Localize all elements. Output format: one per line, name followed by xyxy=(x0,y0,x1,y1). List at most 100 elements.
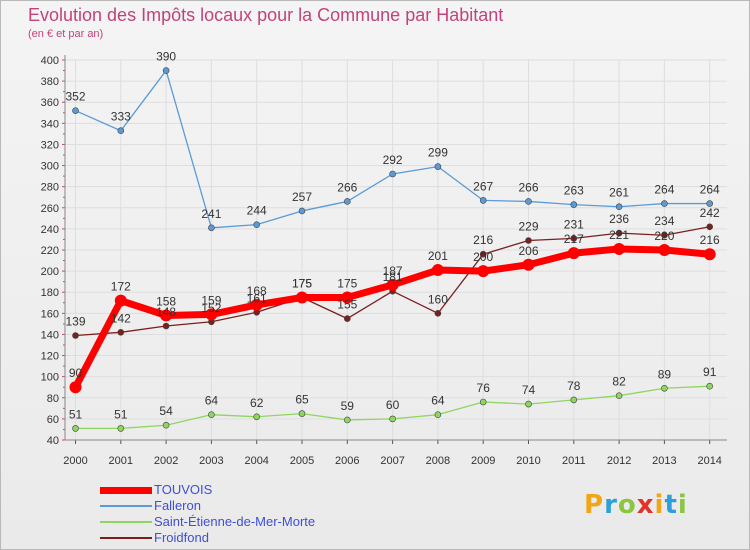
data-point-touvois xyxy=(613,242,626,255)
data-label-touvois: 217 xyxy=(564,232,584,246)
data-point-saint-etienne-de-mer-morte xyxy=(570,396,578,404)
data-point-touvois xyxy=(341,291,354,304)
data-label-falleron: 292 xyxy=(383,153,403,167)
data-label-falleron: 352 xyxy=(65,90,85,104)
data-point-touvois xyxy=(386,278,399,291)
data-point-falleron xyxy=(615,203,623,211)
data-point-falleron xyxy=(117,127,125,135)
data-point-saint-etienne-de-mer-morte xyxy=(208,411,215,418)
logo-letter: i xyxy=(654,490,665,520)
series-group xyxy=(69,67,716,432)
data-label-saint-etienne-de-mer-morte: 59 xyxy=(341,399,355,413)
data-label-froidfond: 236 xyxy=(609,212,629,226)
data-label-touvois: 201 xyxy=(428,249,448,263)
y-tick-label: 260 xyxy=(41,203,59,215)
data-point-touvois xyxy=(567,247,580,260)
x-tick-label: 2002 xyxy=(154,455,178,467)
y-tick-label: 300 xyxy=(41,161,59,173)
proxiti-logo: Proxiti xyxy=(584,490,688,520)
data-point-saint-etienne-de-mer-morte xyxy=(389,415,396,423)
legend-swatch xyxy=(100,521,152,523)
legend-swatch xyxy=(100,487,152,494)
data-label-saint-etienne-de-mer-morte: 64 xyxy=(205,394,219,408)
y-tick-label: 180 xyxy=(41,287,59,299)
data-point-touvois xyxy=(69,381,82,394)
data-point-touvois xyxy=(703,248,716,261)
y-tick-labels: 40 60 80 100 120 140 160 180 200 220 240 260 280 300 3… xyxy=(41,55,59,447)
data-label-saint-etienne-de-mer-morte: 64 xyxy=(431,394,445,408)
y-tick-label: 320 xyxy=(41,139,59,151)
data-point-falleron xyxy=(72,107,79,114)
data-point-falleron xyxy=(661,200,668,207)
data-label-saint-etienne-de-mer-morte: 91 xyxy=(703,365,717,379)
data-point-touvois xyxy=(658,244,671,256)
data-point-froidfond xyxy=(434,310,442,317)
x-tick-label: 2001 xyxy=(109,455,133,467)
data-point-touvois xyxy=(205,308,218,321)
legend-swatch xyxy=(100,505,152,507)
data-label-falleron: 267 xyxy=(473,179,493,193)
data-point-froidfond xyxy=(706,223,714,231)
legend-label: TOUVOIS xyxy=(154,482,213,497)
x-tick-label: 2009 xyxy=(471,455,495,467)
logo-letter: x xyxy=(636,490,655,520)
x-tick-label: 2007 xyxy=(380,455,404,467)
axes xyxy=(62,55,727,444)
data-point-falleron xyxy=(343,198,351,205)
data-label-froidfond: 152 xyxy=(201,301,221,315)
data-label-falleron: 257 xyxy=(292,190,312,204)
data-point-saint-etienne-de-mer-morte xyxy=(117,425,125,432)
y-tick-label: 280 xyxy=(41,182,59,194)
data-point-saint-etienne-de-mer-morte xyxy=(661,384,668,392)
data-point-saint-etienne-de-mer-morte xyxy=(72,425,79,432)
x-tick-label: 2006 xyxy=(335,455,359,467)
data-label-froidfond: 142 xyxy=(111,311,131,325)
data-label-froidfond: 148 xyxy=(156,305,176,319)
data-label-falleron: 261 xyxy=(609,186,629,200)
data-point-falleron xyxy=(570,201,578,208)
data-point-froidfond xyxy=(661,231,668,239)
data-point-saint-etienne-de-mer-morte xyxy=(434,411,442,418)
data-point-falleron xyxy=(706,200,714,207)
data-point-falleron xyxy=(162,67,170,74)
y-tick-label: 400 xyxy=(41,55,59,67)
data-point-falleron xyxy=(434,163,442,170)
data-label-touvois: 175 xyxy=(337,277,357,291)
legend-label: Saint-Étienne-de-Mer-Morte xyxy=(154,514,316,529)
y-tick-label: 220 xyxy=(41,245,59,257)
data-label-saint-etienne-de-mer-morte: 76 xyxy=(477,381,491,395)
y-tick-label: 60 xyxy=(47,414,59,426)
data-point-saint-etienne-de-mer-morte xyxy=(343,416,351,424)
data-label-falleron: 266 xyxy=(337,180,357,194)
data-point-froidfond xyxy=(162,322,170,330)
data-label-touvois: 159 xyxy=(201,293,221,307)
data-label-froidfond: 231 xyxy=(564,217,584,231)
chart-subtitle: (en € et par an) xyxy=(28,28,104,40)
x-tick-label: 2008 xyxy=(426,455,450,467)
data-point-saint-etienne-de-mer-morte xyxy=(525,400,532,408)
data-label-touvois: 220 xyxy=(654,229,674,243)
data-point-froidfond xyxy=(343,315,351,322)
data-label-froidfond: 139 xyxy=(65,315,85,329)
y-tick-label: 200 xyxy=(41,266,59,278)
data-label-touvois: 187 xyxy=(383,264,403,278)
data-point-froidfond xyxy=(479,250,487,258)
y-tick-label: 240 xyxy=(41,224,59,236)
legend-label: Falleron xyxy=(154,498,201,513)
data-labels: 90 172 158 159 168 175 175 187 201 200 206 217 221 22… xyxy=(65,50,720,422)
y-tick-label: 80 xyxy=(47,393,59,405)
data-label-falleron: 264 xyxy=(654,183,674,197)
logo-letter: i xyxy=(677,490,688,520)
data-label-touvois: 216 xyxy=(700,233,720,247)
data-label-froidfond: 160 xyxy=(428,292,448,306)
data-label-falleron: 333 xyxy=(111,110,131,124)
data-point-froidfond xyxy=(525,237,532,244)
data-point-falleron xyxy=(389,170,396,178)
data-label-touvois: 200 xyxy=(473,250,493,264)
data-label-saint-etienne-de-mer-morte: 60 xyxy=(386,398,400,412)
y-tick-label: 160 xyxy=(41,308,59,320)
data-label-saint-etienne-de-mer-morte: 54 xyxy=(159,404,173,418)
data-point-saint-etienne-de-mer-morte xyxy=(479,398,487,406)
data-point-saint-etienne-de-mer-morte xyxy=(706,382,714,390)
